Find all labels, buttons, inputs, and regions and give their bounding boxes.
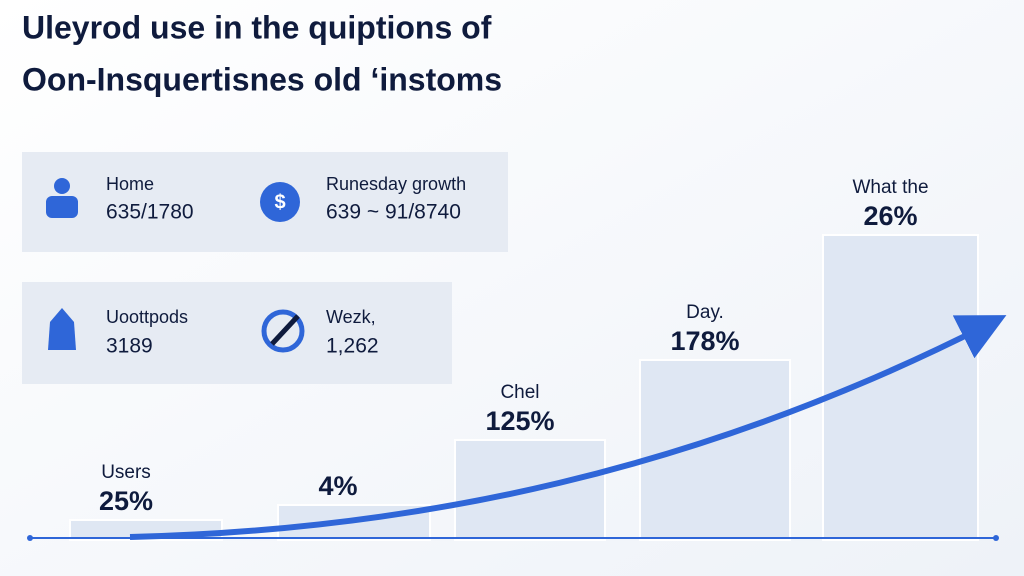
card-label: Home — [106, 174, 154, 194]
bar-label: Chel — [500, 382, 539, 403]
card-value: 1,262 — [326, 335, 379, 358]
bar-value: 25% — [99, 486, 153, 516]
stat-card — [22, 282, 452, 384]
dot — [993, 535, 999, 541]
title-line: Uleyrod use in the quiptions of — [22, 9, 492, 45]
icon — [46, 178, 78, 218]
bar-value: 4% — [318, 471, 357, 501]
bar-value: 178% — [670, 326, 739, 356]
icon — [48, 308, 76, 350]
bar-shape — [639, 359, 791, 541]
trend-arrow — [129, 315, 1007, 540]
bar-value: 125% — [485, 406, 554, 436]
bar-label: Users — [101, 462, 151, 483]
card-label: Runesday growth — [326, 174, 466, 194]
card-value: 635/1780 — [106, 201, 194, 224]
card-value: 3189 — [106, 335, 153, 358]
card-label: Wezk, — [326, 307, 376, 327]
title-line: Oon-Insquertisnes old ‘instoms — [22, 61, 502, 97]
dot — [27, 535, 33, 541]
svg-text:$: $ — [274, 191, 285, 213]
bar-value: 26% — [863, 201, 917, 231]
bar-label: Day. — [686, 302, 724, 323]
icon — [261, 309, 305, 353]
icon: $ — [260, 182, 300, 222]
card-label: Uoottpods — [106, 307, 188, 327]
card-value: 639 ~ 91/8740 — [326, 201, 461, 224]
bar-label: What the — [852, 177, 928, 198]
